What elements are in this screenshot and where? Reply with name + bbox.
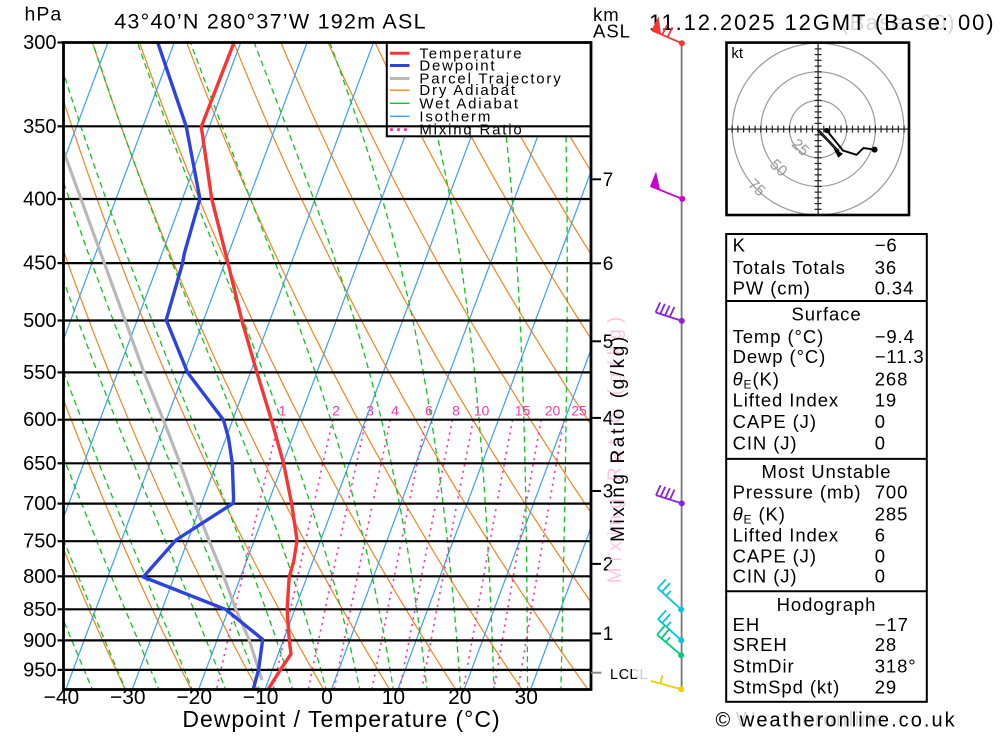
svg-text:−10: −10 (243, 686, 279, 709)
svg-text:700: 700 (23, 493, 56, 515)
svg-text:Temperature: Temperature (419, 45, 523, 62)
svg-text:Lifted Index: Lifted Index (733, 389, 839, 410)
svg-text:LCL: LCL (610, 667, 638, 683)
svg-text:Temp (°C): Temp (°C) (733, 326, 825, 347)
svg-text:0: 0 (875, 411, 886, 432)
svg-text:2: 2 (332, 403, 340, 419)
svg-text:1: 1 (279, 403, 287, 419)
svg-text:hPa: hPa (25, 4, 63, 26)
svg-text:0: 0 (875, 566, 886, 587)
svg-text:Isotherm: Isotherm (419, 108, 492, 125)
svg-text:1: 1 (603, 624, 614, 645)
svg-text:Lifted Index: Lifted Index (733, 525, 839, 546)
svg-text:−11.3: −11.3 (875, 346, 925, 367)
svg-text:Dewp (°C): Dewp (°C) (733, 346, 827, 367)
svg-text:800: 800 (23, 566, 56, 588)
svg-text:300: 300 (23, 32, 56, 54)
svg-text:© weatheronline.co.uk: © weatheronline.co.uk (716, 710, 957, 732)
svg-text:Mixing Ratio (g/kg): Mixing Ratio (g/kg) (605, 311, 626, 583)
svg-text:6: 6 (603, 254, 614, 275)
svg-text:600: 600 (23, 409, 56, 431)
svg-text:29: 29 (875, 677, 897, 698)
svg-text:30: 30 (515, 686, 538, 709)
svg-text:CAPE (J): CAPE (J) (733, 411, 817, 432)
svg-text:Pressure (mb): Pressure (mb) (733, 481, 862, 502)
svg-text:SREH: SREH (733, 634, 788, 655)
svg-text:Hodograph: Hodograph (777, 594, 877, 615)
svg-text:450: 450 (23, 253, 56, 275)
svg-text:CAPE (J): CAPE (J) (733, 545, 817, 566)
svg-text:20: 20 (448, 686, 471, 709)
svg-text:Mixing Ratio: Mixing Ratio (419, 122, 523, 139)
svg-text:kt: kt (731, 45, 744, 62)
svg-text:2: 2 (603, 554, 614, 575)
svg-text:3: 3 (603, 482, 614, 503)
svg-text:7: 7 (603, 170, 614, 191)
svg-text:8: 8 (452, 403, 460, 419)
svg-text:LCL: LCL (620, 667, 648, 683)
svg-text:25: 25 (571, 403, 587, 419)
svg-text:StmSpd (kt): StmSpd (kt) (733, 677, 841, 698)
svg-text:Weatheronline: Weatheronline (736, 709, 887, 731)
svg-text:6: 6 (875, 525, 886, 546)
svg-text:500: 500 (23, 310, 56, 332)
svg-text:EH: EH (733, 614, 761, 635)
svg-text:0: 0 (321, 686, 333, 709)
svg-text:650: 650 (23, 453, 56, 475)
svg-text:−20: −20 (176, 686, 212, 709)
svg-text:0.34: 0.34 (875, 278, 915, 299)
svg-text:K: K (733, 235, 746, 256)
svg-text:11.12.2025 12GMT (Base: 00): 11.12.2025 12GMT (Base: 00) (649, 10, 995, 35)
svg-text:−17: −17 (875, 614, 909, 635)
svg-text:550: 550 (23, 362, 56, 384)
svg-text:Dewpoint: Dewpoint (419, 58, 496, 75)
svg-text:4: 4 (603, 408, 614, 429)
svg-text:268: 268 (875, 368, 909, 389)
svg-text:850: 850 (23, 599, 56, 621)
svg-text:Wet Adiabat: Wet Adiabat (419, 95, 519, 112)
svg-text:−6: −6 (875, 235, 898, 256)
svg-text:0: 0 (875, 433, 886, 454)
svg-text:−40: −40 (44, 686, 80, 709)
svg-text:3: 3 (366, 403, 374, 419)
svg-text:36: 36 (875, 257, 897, 278)
svg-text:ASL: ASL (593, 21, 631, 42)
svg-text:19: 19 (875, 389, 897, 410)
svg-text:θE (K): θE (K) (733, 503, 786, 526)
svg-text:(Base: 00): (Base: 00) (841, 10, 956, 35)
svg-text:Surface: Surface (791, 304, 861, 325)
svg-text:10: 10 (474, 403, 490, 419)
svg-text:6: 6 (425, 403, 433, 419)
svg-text:Parcel Trajectory: Parcel Trajectory (419, 71, 562, 88)
svg-text:−9.4: −9.4 (875, 326, 915, 347)
svg-text:750: 750 (23, 531, 56, 553)
svg-text:4: 4 (391, 403, 399, 419)
svg-text:−30: −30 (110, 686, 146, 709)
svg-text:20: 20 (545, 403, 561, 419)
svg-text:Most Unstable: Most Unstable (762, 461, 892, 482)
svg-text:318°: 318° (875, 655, 917, 676)
svg-text:15: 15 (515, 403, 531, 419)
svg-text:km: km (593, 4, 620, 25)
svg-text:CIN (J): CIN (J) (733, 433, 798, 454)
svg-text:950: 950 (23, 659, 56, 681)
svg-text:400: 400 (23, 189, 56, 211)
svg-text:900: 900 (23, 630, 56, 652)
svg-text:PW (cm): PW (cm) (733, 278, 811, 299)
svg-text:θE(K): θE(K) (733, 368, 780, 391)
svg-text:28: 28 (875, 634, 897, 655)
svg-text:0: 0 (875, 545, 886, 566)
svg-text:700: 700 (875, 481, 909, 502)
svg-text:CIN (J): CIN (J) (733, 566, 798, 587)
svg-text:StmDir: StmDir (733, 655, 795, 676)
svg-text:43°40’N 280°37’W 192m ASL: 43°40’N 280°37’W 192m ASL (114, 10, 427, 34)
svg-text:285: 285 (875, 503, 909, 524)
svg-text:Totals Totals: Totals Totals (733, 257, 846, 278)
svg-text:Dry Adiabat: Dry Adiabat (419, 82, 516, 99)
svg-text:Dewpoint / Temperature (°C): Dewpoint / Temperature (°C) (182, 706, 500, 732)
svg-text:10: 10 (382, 686, 405, 709)
svg-text:Mixing Ratio (g/kg): Mixing Ratio (g/kg) (608, 334, 629, 542)
svg-text:5: 5 (603, 332, 614, 353)
svg-text:350: 350 (23, 116, 56, 138)
